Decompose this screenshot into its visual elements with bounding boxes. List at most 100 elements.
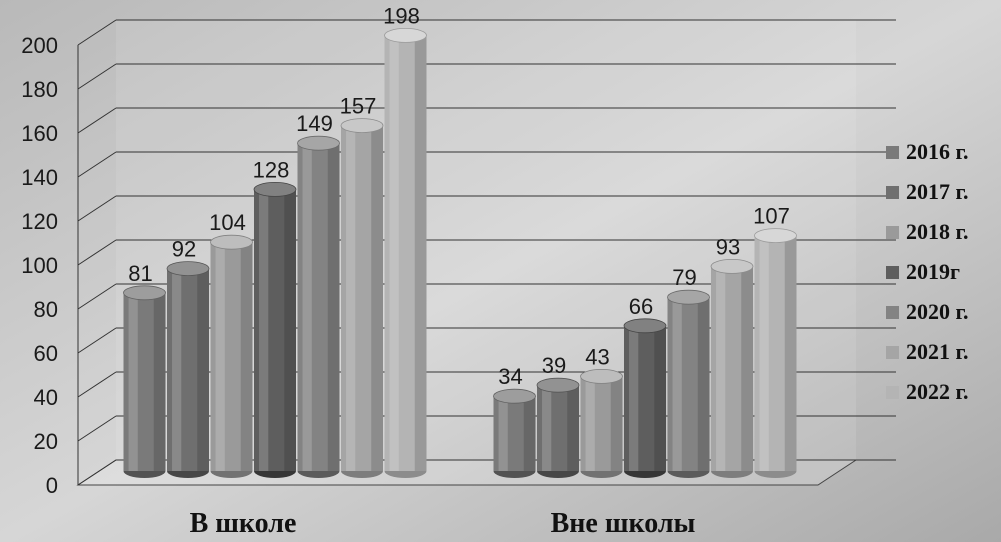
y-tick-label: 80 bbox=[34, 297, 58, 322]
bar bbox=[210, 234, 253, 478]
y-tick-label: 100 bbox=[21, 253, 58, 278]
bar-shade bbox=[523, 396, 536, 471]
bar bbox=[297, 135, 340, 478]
bar-highlight bbox=[346, 125, 356, 471]
bar-shade bbox=[697, 297, 710, 471]
legend-label: 2016 г. bbox=[906, 139, 969, 164]
gridline-depth bbox=[77, 19, 117, 46]
data-label: 128 bbox=[253, 157, 290, 182]
bar-shade bbox=[240, 242, 253, 471]
bar-body bbox=[580, 376, 623, 471]
bar-top bbox=[384, 28, 427, 43]
bar-shade bbox=[654, 325, 666, 471]
data-label: 43 bbox=[585, 344, 609, 369]
bar-highlight bbox=[585, 376, 595, 471]
bar-highlight bbox=[716, 266, 726, 471]
bar bbox=[754, 228, 797, 478]
gridline-depth bbox=[77, 63, 117, 90]
bar-top bbox=[166, 261, 210, 277]
y-tick-label: 60 bbox=[34, 341, 58, 366]
bar-top bbox=[623, 318, 667, 334]
bar-body bbox=[624, 325, 666, 471]
bar-highlight bbox=[498, 396, 508, 471]
legend-swatch bbox=[886, 226, 899, 239]
data-label: 198 bbox=[383, 3, 420, 28]
bar bbox=[384, 28, 427, 478]
legend-label: 2022 г. bbox=[906, 379, 969, 404]
legend-label: 2018 г. bbox=[906, 219, 969, 244]
category-label: В школе bbox=[190, 508, 297, 539]
bar-top bbox=[536, 377, 580, 393]
y-tick-label: 0 bbox=[46, 473, 58, 498]
legend-swatch bbox=[886, 346, 899, 359]
bar bbox=[536, 377, 580, 478]
legend-swatch bbox=[886, 186, 899, 199]
data-label: 79 bbox=[672, 265, 696, 290]
bar-body bbox=[341, 125, 383, 471]
bar-body bbox=[254, 189, 296, 471]
bar-top bbox=[493, 388, 536, 404]
bar-shade bbox=[197, 268, 209, 471]
data-label: 39 bbox=[542, 353, 566, 378]
y-tick-label: 120 bbox=[21, 209, 58, 234]
bar bbox=[667, 289, 710, 478]
bar-body bbox=[210, 242, 253, 471]
bar-body bbox=[167, 268, 209, 471]
bar-highlight bbox=[389, 35, 399, 472]
legend-label: 2019г bbox=[906, 259, 960, 284]
bar-body bbox=[711, 266, 753, 471]
gridline-depth bbox=[77, 283, 117, 310]
gridline-depth bbox=[77, 415, 117, 442]
gridline-depth bbox=[77, 459, 117, 486]
gridline-depth bbox=[77, 239, 117, 266]
bar-top bbox=[253, 181, 297, 197]
bar bbox=[166, 261, 210, 478]
bar-top bbox=[123, 285, 166, 301]
gridline-depth bbox=[77, 195, 117, 222]
bar-body bbox=[123, 292, 166, 471]
bar-highlight bbox=[259, 189, 269, 471]
bar-highlight bbox=[759, 235, 769, 471]
gridline-depth bbox=[77, 107, 117, 134]
gridline-depth bbox=[77, 371, 117, 398]
bar-shade bbox=[327, 143, 340, 471]
bar-shade bbox=[741, 266, 753, 471]
bar-top bbox=[297, 135, 340, 151]
bar-highlight bbox=[672, 297, 682, 471]
bar-shade bbox=[414, 35, 427, 472]
data-label: 93 bbox=[716, 234, 740, 259]
y-tick-label: 160 bbox=[21, 121, 58, 146]
legend-swatch bbox=[886, 306, 899, 319]
y-tick-label: 140 bbox=[21, 165, 58, 190]
legend-label: 2021 г. bbox=[906, 339, 969, 364]
y-tick-label: 40 bbox=[34, 385, 58, 410]
y-tick-label: 20 bbox=[34, 429, 58, 454]
bar bbox=[623, 318, 667, 478]
bar-shade bbox=[371, 125, 383, 471]
gridline-depth bbox=[77, 327, 117, 354]
bar-top bbox=[340, 118, 384, 133]
bar-body bbox=[384, 35, 427, 472]
bar-shade bbox=[567, 385, 579, 471]
y-tick-label: 180 bbox=[21, 77, 58, 102]
bar bbox=[580, 368, 623, 478]
legend-swatch bbox=[886, 266, 899, 279]
bar-top bbox=[210, 234, 253, 250]
bar-body bbox=[493, 396, 536, 471]
data-label: 81 bbox=[128, 261, 152, 286]
bar bbox=[123, 285, 166, 478]
bar-body bbox=[537, 385, 579, 471]
y-tick-label: 200 bbox=[21, 33, 58, 58]
data-label: 66 bbox=[629, 294, 653, 319]
legend-swatch bbox=[886, 146, 899, 159]
bar-body bbox=[667, 297, 710, 471]
bar-highlight bbox=[172, 268, 182, 471]
bar-top bbox=[754, 228, 797, 244]
data-label: 149 bbox=[296, 111, 333, 136]
bar-shade bbox=[610, 376, 623, 471]
bar-highlight bbox=[542, 385, 552, 471]
bar bbox=[710, 258, 754, 478]
category-label: Вне школы bbox=[551, 508, 696, 539]
bar-body bbox=[297, 143, 340, 471]
